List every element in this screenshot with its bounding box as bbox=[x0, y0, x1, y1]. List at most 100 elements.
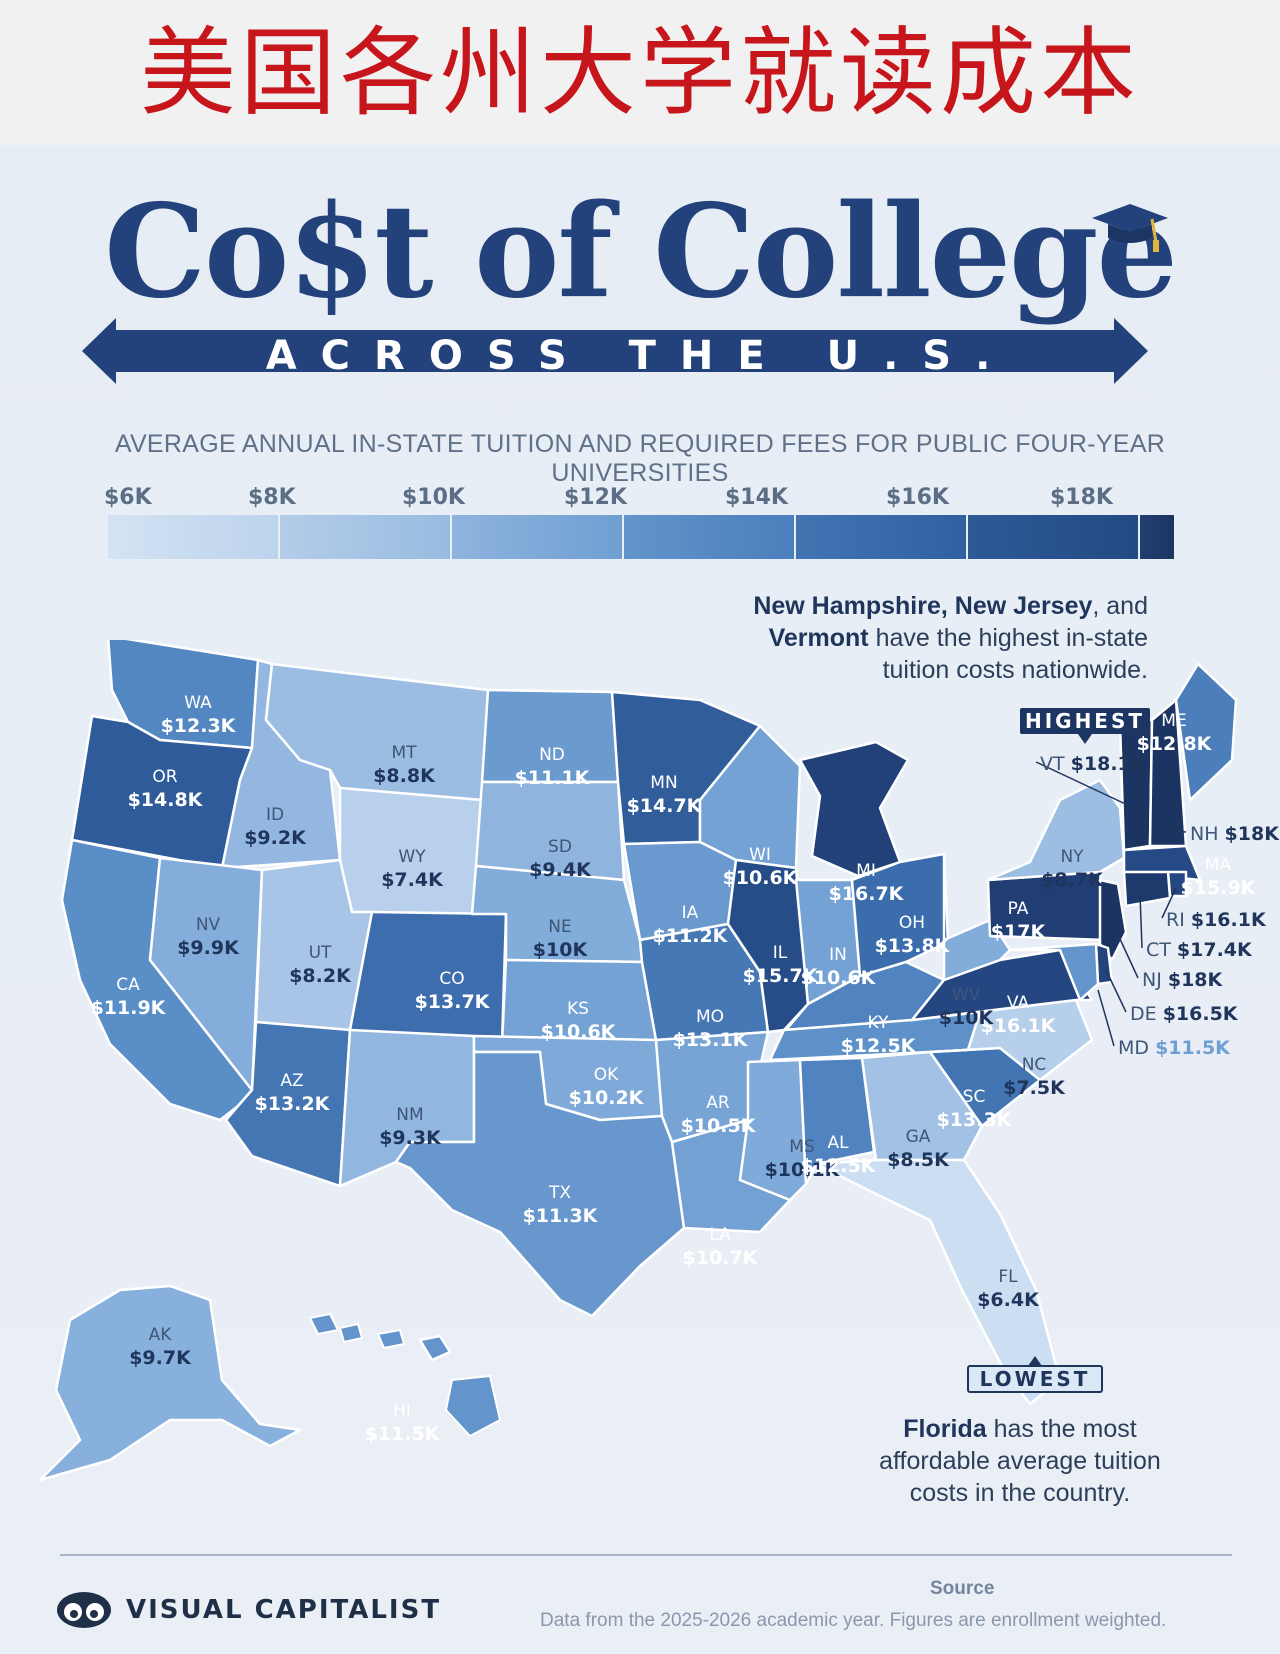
state-abbr-vt: VT bbox=[1040, 753, 1071, 775]
state-value-de: $16.5K bbox=[1163, 1003, 1239, 1025]
state-shape-ga bbox=[860, 1050, 984, 1162]
lowest-label: LOWEST bbox=[980, 1367, 1091, 1391]
state-value-nd: $11.1K bbox=[515, 767, 591, 789]
state-value-mt: $8.8K bbox=[373, 765, 436, 787]
state-abbr-de: DE bbox=[1130, 1003, 1163, 1025]
state-abbr-ca: CA bbox=[116, 975, 140, 995]
state-abbr-ct: CT bbox=[1146, 939, 1177, 961]
us-tuition-map: WA$12.3K OR$14.8K CA$11.9K ID$9.2K NV$9.9K MT… bbox=[38, 640, 1280, 1482]
state-abbr-ky: KY bbox=[868, 1013, 890, 1033]
state-abbr-mn: MN bbox=[650, 773, 677, 793]
state-abbr-in: IN bbox=[829, 945, 847, 965]
state-value-fl: $6.4K bbox=[977, 1289, 1040, 1311]
lowest-note: Florida has the most affordable average … bbox=[879, 1415, 1161, 1507]
state-labels: WA$12.3K OR$14.8K CA$11.9K ID$9.2K NV$9.9K MT… bbox=[91, 693, 1280, 1445]
state-abbr-mi: MI bbox=[856, 861, 876, 881]
state-value-pa: $17K bbox=[991, 921, 1047, 943]
leader-line-ct bbox=[1139, 893, 1143, 949]
state-shape-nj bbox=[1098, 878, 1128, 962]
color-scale-legend bbox=[108, 515, 1174, 559]
state-shape-hi-island bbox=[308, 1312, 340, 1336]
state-shape-hi-island bbox=[444, 1374, 502, 1438]
state-abbr-ga: GA bbox=[906, 1127, 931, 1147]
state-value-wa: $12.3K bbox=[161, 715, 237, 737]
legend-swatch bbox=[1140, 515, 1174, 559]
state-label-nh: NH $18K bbox=[1190, 823, 1280, 845]
state-abbr-co: CO bbox=[439, 969, 464, 989]
state-abbr-ar: AR bbox=[706, 1093, 730, 1113]
state-value-md: $11.5K bbox=[1155, 1037, 1231, 1059]
state-abbr-sc: SC bbox=[963, 1087, 986, 1107]
highest-label: HIGHEST bbox=[1025, 709, 1145, 733]
legend-tick-label: $6K bbox=[104, 485, 152, 510]
highest-note: New Hampshire, New Jersey, and Vermont h… bbox=[753, 592, 1148, 684]
state-abbr-hi: HI bbox=[393, 1401, 411, 1421]
state-value-ny: $8.7K bbox=[1041, 869, 1104, 891]
state-abbr-me: ME bbox=[1161, 711, 1186, 731]
legend-tick-label: $18K bbox=[1050, 485, 1113, 510]
state-abbr-sd: SD bbox=[548, 837, 572, 857]
state-shape-nc bbox=[910, 998, 1094, 1082]
state-abbr-ut: UT bbox=[309, 943, 332, 963]
banner-title: 美国各州大学就读成本 bbox=[140, 16, 1140, 129]
highest-callout: HIGHEST bbox=[1020, 708, 1150, 744]
state-value-mi: $16.7K bbox=[829, 883, 905, 905]
state-shape-md bbox=[1008, 942, 1100, 1002]
state-value-ri: $16.1K bbox=[1191, 909, 1267, 931]
state-abbr-ok: OK bbox=[594, 1065, 619, 1085]
state-shapes bbox=[38, 640, 1238, 1482]
state-abbr-ma: MA bbox=[1205, 855, 1232, 875]
state-abbr-ks: KS bbox=[567, 999, 589, 1019]
state-label-nj: NJ $18K bbox=[1142, 969, 1224, 991]
state-value-id: $9.2K bbox=[244, 827, 307, 849]
brand-name: VISUAL CAPITALIST bbox=[126, 1595, 442, 1625]
state-value-ne: $10K bbox=[533, 939, 589, 961]
state-shape-hi-island bbox=[338, 1322, 364, 1344]
state-abbr-md: MD bbox=[1118, 1037, 1155, 1059]
legend-swatch bbox=[968, 515, 1140, 559]
page-title: Co$t of College bbox=[104, 177, 1178, 327]
chart-description: AVERAGE ANNUAL IN-STATE TUITION AND REQU… bbox=[114, 430, 1166, 487]
state-value-ma: $15.9K bbox=[1181, 877, 1257, 899]
state-value-la: $10.7K bbox=[683, 1247, 759, 1269]
state-abbr-il: IL bbox=[773, 943, 788, 963]
state-value-ct: $17.4K bbox=[1177, 939, 1253, 961]
leader-line-de bbox=[1105, 969, 1127, 1013]
state-label-md: MD $11.5K bbox=[1118, 1037, 1231, 1059]
state-abbr-wa: WA bbox=[184, 693, 212, 713]
state-value-az: $13.2K bbox=[255, 1093, 331, 1115]
leader-line-nj bbox=[1113, 925, 1139, 979]
state-shape-co bbox=[348, 910, 508, 1046]
state-abbr-az: AZ bbox=[280, 1071, 303, 1091]
state-value-nm: $9.3K bbox=[379, 1127, 442, 1149]
state-abbr-nv: NV bbox=[196, 915, 221, 935]
state-abbr-wi: WI bbox=[749, 845, 771, 865]
legend-tick-label: $16K bbox=[886, 485, 949, 510]
state-shape-hi bbox=[418, 1334, 452, 1362]
state-value-nh: $18K bbox=[1225, 823, 1280, 845]
state-value-wi: $10.6K bbox=[723, 867, 799, 889]
state-shape-tx bbox=[394, 1050, 686, 1318]
state-value-va: $16.1K bbox=[981, 1015, 1057, 1037]
state-shape-hi-island bbox=[376, 1328, 406, 1350]
state-label-vt: VT $18.1K bbox=[1040, 753, 1147, 775]
state-abbr-al: AL bbox=[827, 1133, 849, 1153]
legend-swatch bbox=[280, 515, 452, 559]
footnote: Data from the 2025-2026 academic year. F… bbox=[540, 1610, 1167, 1631]
state-value-vt: $18.1K bbox=[1071, 753, 1147, 775]
state-value-ca: $11.9K bbox=[91, 997, 167, 1019]
state-value-me: $12.8K bbox=[1137, 733, 1213, 755]
legend-tick-label: $12K bbox=[564, 485, 627, 510]
state-value-tx: $11.3K bbox=[523, 1205, 599, 1227]
legend-tick-label: $10K bbox=[402, 485, 465, 510]
state-shape-mi bbox=[798, 740, 910, 878]
leader-line-vt bbox=[1035, 761, 1135, 809]
state-value-oh: $13.8K bbox=[875, 935, 951, 957]
leader-line-ri bbox=[1161, 887, 1177, 919]
state-label-de: DE $16.5K bbox=[1130, 1003, 1239, 1025]
state-value-al: $12.5K bbox=[801, 1155, 877, 1177]
state-abbr-fl: FL bbox=[998, 1267, 1018, 1287]
state-abbr-ri: RI bbox=[1166, 909, 1191, 931]
state-value-ar: $10.5K bbox=[681, 1115, 757, 1137]
state-shape-ak bbox=[38, 1284, 302, 1482]
